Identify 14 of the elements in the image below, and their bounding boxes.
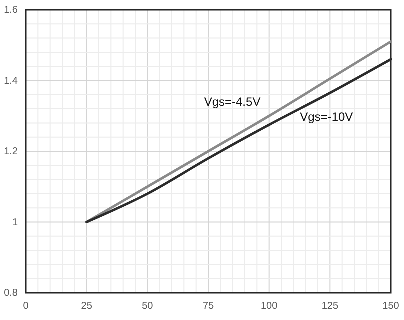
y-tick-label: 0.8 [4,288,18,300]
x-tick-label: 0 [23,301,30,312]
y-tick-label: 1.4 [4,76,18,87]
x-tick-label: 100 [260,301,278,312]
x-tick-label: 150 [382,301,400,312]
y-tick-label: 1 [12,217,18,228]
x-tick-label: 50 [142,301,154,312]
x-tick-label: 75 [202,301,214,312]
series-label: Vgs=-4.5V [204,95,261,110]
y-tick-label: 1.6 [4,5,18,16]
series-label: Vgs=-10V [300,110,354,124]
x-tick-label: 125 [322,301,339,312]
x-tick-label: 25 [81,301,93,312]
y-tick-label: 1.2 [4,146,18,158]
